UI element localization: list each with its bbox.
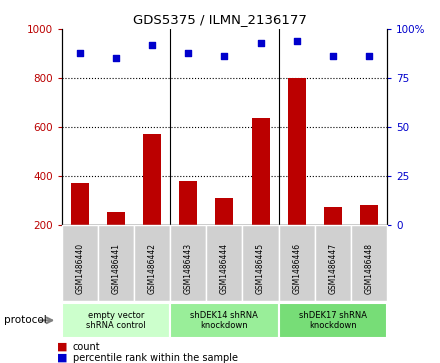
Bar [215, 198, 234, 225]
Bar [252, 118, 270, 225]
Bar [107, 212, 125, 225]
Text: shDEK17 shRNA
knockdown: shDEK17 shRNA knockdown [299, 311, 367, 330]
Text: GSM1486446: GSM1486446 [292, 243, 301, 294]
Point [330, 54, 337, 60]
Text: GSM1486443: GSM1486443 [184, 243, 193, 294]
Text: percentile rank within the sample: percentile rank within the sample [73, 352, 238, 363]
Text: ■: ■ [57, 352, 68, 363]
Point [257, 40, 264, 46]
Text: GSM1486445: GSM1486445 [256, 243, 265, 294]
Bar [360, 205, 378, 225]
Point [293, 38, 300, 44]
Text: GDS5375 / ILMN_2136177: GDS5375 / ILMN_2136177 [133, 13, 307, 26]
Point [149, 42, 156, 48]
Bar [179, 181, 197, 225]
Text: GSM1486440: GSM1486440 [75, 243, 84, 294]
Bar [143, 134, 161, 225]
Point [366, 54, 373, 60]
Text: count: count [73, 342, 100, 352]
Text: protocol: protocol [4, 315, 47, 325]
Text: GSM1486448: GSM1486448 [365, 243, 374, 294]
Text: GSM1486441: GSM1486441 [111, 243, 121, 294]
Point [112, 56, 119, 61]
Point [76, 50, 83, 56]
Bar [288, 78, 306, 225]
Point [221, 54, 228, 60]
Text: GSM1486444: GSM1486444 [220, 243, 229, 294]
Text: empty vector
shRNA control: empty vector shRNA control [86, 311, 146, 330]
Point [185, 50, 192, 56]
Text: shDEK14 shRNA
knockdown: shDEK14 shRNA knockdown [191, 311, 258, 330]
Text: GSM1486442: GSM1486442 [147, 243, 157, 294]
Text: ■: ■ [57, 342, 68, 352]
Text: GSM1486447: GSM1486447 [328, 243, 337, 294]
Bar [324, 207, 342, 225]
Bar [71, 183, 89, 225]
